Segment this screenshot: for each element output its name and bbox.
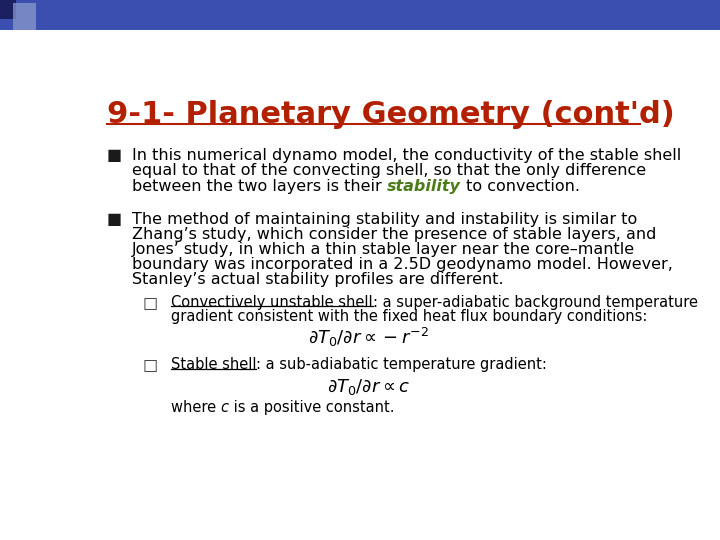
- Text: □: □: [143, 295, 158, 310]
- Text: gradient consistent with the fixed heat flux boundary conditions:: gradient consistent with the fixed heat …: [171, 309, 647, 325]
- Text: $\partial T_0/\partial r \propto -r^{-2}$: $\partial T_0/\partial r \propto -r^{-2}…: [308, 326, 430, 349]
- Text: Jones’ study, in which a thin stable layer near the core–mantle: Jones’ study, in which a thin stable lay…: [132, 242, 635, 258]
- Text: between the two layers is their: between the two layers is their: [132, 179, 387, 194]
- Text: stability: stability: [387, 179, 461, 194]
- Text: □: □: [143, 357, 158, 372]
- Text: Convectively unstable shell: Convectively unstable shell: [171, 295, 372, 310]
- Text: ■: ■: [107, 148, 122, 163]
- Text: c: c: [220, 400, 229, 415]
- Text: In this numerical dynamo model, the conductivity of the stable shell: In this numerical dynamo model, the cond…: [132, 148, 681, 163]
- Text: Stanley’s actual stability profiles are different.: Stanley’s actual stability profiles are …: [132, 272, 503, 287]
- Text: 9-1- Planetary Geometry (cont'd): 9-1- Planetary Geometry (cont'd): [107, 100, 675, 129]
- Text: The method of maintaining stability and instability is similar to: The method of maintaining stability and …: [132, 212, 637, 227]
- Text: where: where: [171, 400, 220, 415]
- Text: ■: ■: [107, 212, 122, 227]
- Text: equal to that of the convecting shell, so that the only difference: equal to that of the convecting shell, s…: [132, 163, 646, 178]
- Text: Stable shell: Stable shell: [171, 357, 256, 372]
- Text: : a sub-adiabatic temperature gradient:: : a sub-adiabatic temperature gradient:: [256, 357, 547, 372]
- Text: : a super-adiabatic background temperature: : a super-adiabatic background temperatu…: [372, 295, 698, 310]
- Text: is a positive constant.: is a positive constant.: [229, 400, 394, 415]
- Text: Zhang’s study, which consider the presence of stable layers, and: Zhang’s study, which consider the presen…: [132, 227, 656, 242]
- Text: to convection.: to convection.: [461, 179, 580, 194]
- Text: boundary was incorporated in a 2.5D geodynamo model. However,: boundary was incorporated in a 2.5D geod…: [132, 258, 672, 272]
- Text: $\partial T_0/\partial r \propto c$: $\partial T_0/\partial r \propto c$: [328, 377, 410, 397]
